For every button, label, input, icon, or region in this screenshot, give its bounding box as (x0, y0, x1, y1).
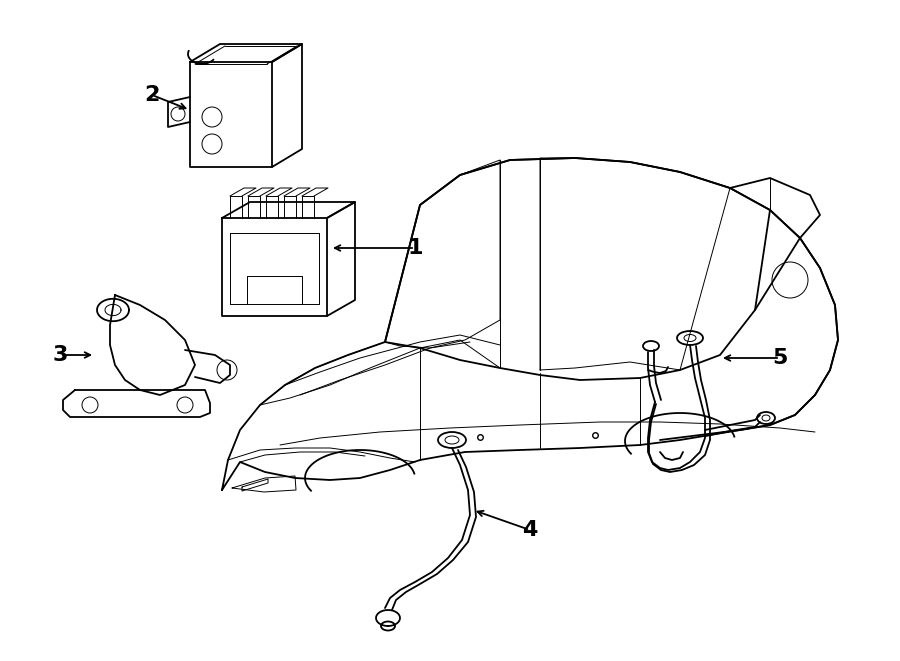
Text: 4: 4 (522, 520, 537, 540)
Text: 1: 1 (407, 238, 423, 258)
Text: 5: 5 (772, 348, 788, 368)
Text: 3: 3 (52, 345, 68, 365)
Text: 2: 2 (144, 85, 159, 105)
